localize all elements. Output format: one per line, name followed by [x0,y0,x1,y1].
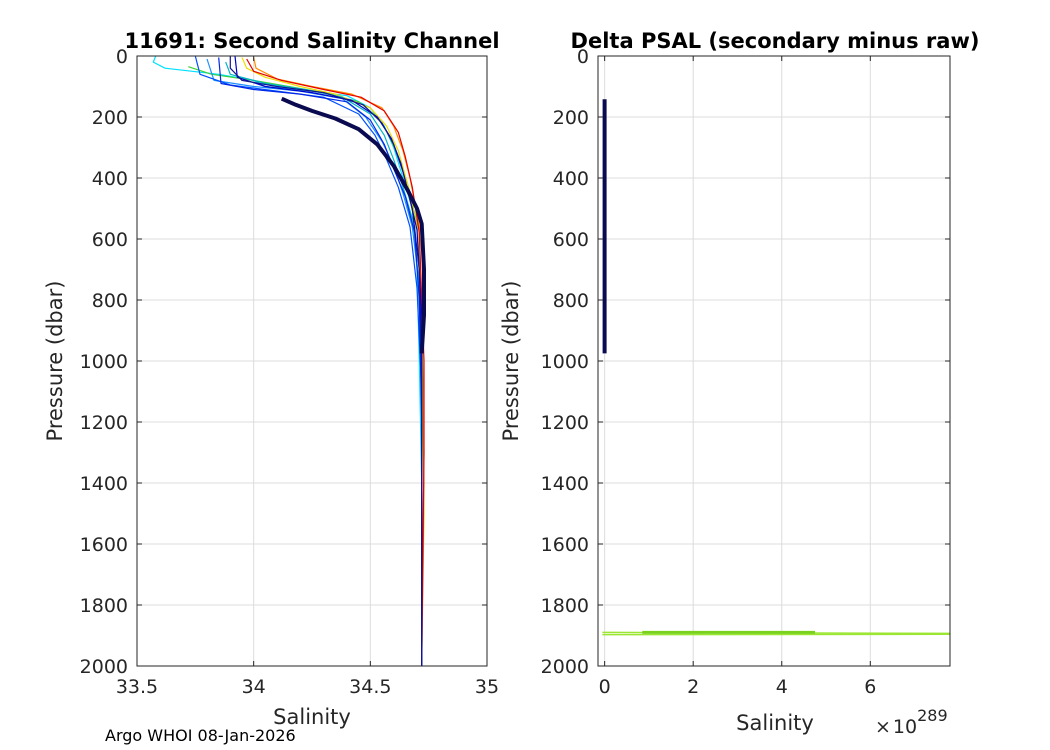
left-series-profile-secondary-channel [280,96,426,354]
left-series-profile-teal [225,61,423,666]
left-series-profile-blue-c [234,56,423,666]
footer-stamp: Argo WHOI 08-Jan-2026 [105,726,296,745]
left-x-tick-label: 33.5 [116,676,158,698]
left-x-tick-label: 34.5 [349,676,391,698]
left-y-tick-label: 1400 [80,473,128,495]
left-ticks: 33.5 34 34.5 35 0 200 400 600 800 1000 1200 1400 160… [80,46,499,698]
right-y-tick-label: 200 [553,107,589,129]
right-x-axis-label: Salinity [736,711,814,735]
left-grid [136,55,488,667]
left-series-profile-blue-b [218,57,423,666]
left-y-tick-label: 1200 [80,412,128,434]
right-x-exponent: × 10289 [875,706,948,738]
right-y-tick-label: 1200 [541,412,589,434]
right-y-tick-label: 1000 [541,351,589,373]
right-x-exponent-times: × [875,716,891,738]
right-x-tick-label: 4 [776,676,788,698]
left-y-tick-label: 600 [92,229,128,251]
right-plot-lines [602,99,950,636]
right-y-tick-label: 2000 [541,656,589,678]
left-series-profile-orange [253,57,425,666]
left-panel-salinity-profiles: 33.5 34 34.5 35 0 200 400 600 800 1000 1200 1400 160… [43,29,500,729]
left-y-tick-label: 1600 [80,534,128,556]
right-y-axis-label: Pressure (dbar) [499,281,523,442]
left-chart-title: 11691: Second Salinity Channel [124,29,499,53]
left-y-tick-label: 1800 [80,595,128,617]
left-y-tick-label: 400 [92,168,128,190]
right-x-tick-label: 2 [687,676,699,698]
right-ticks: 0 2 4 6 0 200 400 600 800 1000 1200 1400 1600 1800 200… [541,46,950,698]
right-x-tick-label: 6 [864,676,876,698]
right-x-exponent-base: 10 [893,716,917,738]
left-series-profile-navy-thin [229,56,423,666]
left-y-tick-label: 2000 [80,656,128,678]
right-panel-delta-psal: 0 2 4 6 0 200 400 600 800 1000 1200 1400 1600 1800 200… [499,29,979,738]
right-y-tick-label: 600 [553,229,589,251]
left-series-profile-red [246,58,425,666]
right-x-tick-label: 0 [599,676,611,698]
right-y-tick-label: 1600 [541,534,589,556]
right-x-exponent-power: 289 [917,706,948,725]
left-x-tick-label: 35 [475,676,499,698]
right-y-tick-label: 400 [553,168,589,190]
left-x-tick-label: 34 [242,676,266,698]
right-y-tick-label: 0 [577,46,589,68]
right-y-tick-label: 1800 [541,595,589,617]
right-y-tick-label: 800 [553,290,589,312]
left-y-tick-label: 800 [92,290,128,312]
left-plot-lines [152,56,426,666]
left-y-axis-label: Pressure (dbar) [43,281,67,442]
left-x-axis-label: Salinity [273,705,351,729]
left-series-profile-yellow [241,57,425,666]
left-y-tick-label: 200 [92,107,128,129]
right-grid [598,55,950,667]
right-chart-title: Delta PSAL (secondary minus raw) [571,29,980,53]
right-y-tick-label: 1400 [541,473,589,495]
left-y-tick-label: 0 [116,46,128,68]
left-y-tick-label: 1000 [80,351,128,373]
